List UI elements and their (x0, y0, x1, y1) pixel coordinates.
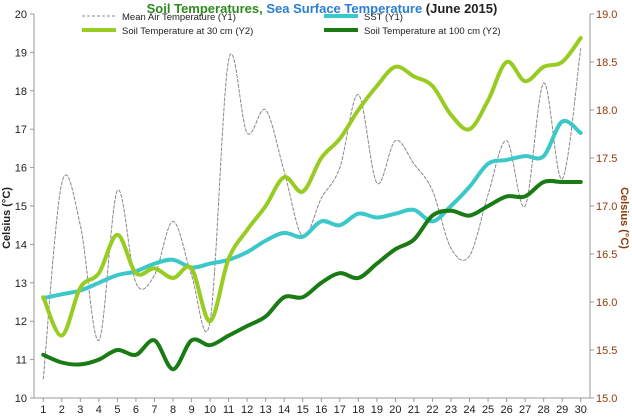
x-tick-label: 6 (133, 404, 139, 416)
legend-label: SST (Y1) (364, 12, 403, 23)
y-right-tick-label: 16.5 (596, 249, 617, 261)
y-right-tick-label: 19.0 (596, 9, 617, 21)
title-sst: Sea Surface Temperature (266, 1, 422, 16)
x-tick-label: 27 (519, 404, 531, 416)
y-axis-left-label: Celsius (°C) (1, 187, 13, 249)
series-line-3 (41, 36, 583, 338)
x-tick-label: 21 (408, 404, 420, 416)
legend-label: Soil Temperature at 30 cm (Y2) (122, 26, 253, 37)
x-tick-label: 2 (59, 404, 65, 416)
chart-title-text: Soil Temperatures, Sea Surface Temperatu… (147, 1, 498, 16)
legend-item-4: Soil Temperature at 100 cm (Y2) (324, 26, 501, 37)
y-left-tick-label: 10 (15, 393, 27, 405)
y-axis-right-label: Celsius (°C) (618, 187, 630, 249)
x-tick-label: 15 (297, 404, 309, 416)
x-tick-label: 22 (426, 404, 438, 416)
y-left-tick-label: 19 (15, 47, 27, 59)
title-sep: , (259, 1, 266, 16)
x-tick-label: 9 (188, 404, 194, 416)
x-tick-label: 5 (114, 404, 120, 416)
y-left-tick-label: 18 (15, 86, 27, 98)
y-left-tick-label: 15 (15, 201, 27, 213)
x-tick-label: 23 (445, 404, 457, 416)
y-right-tick-label: 18.5 (596, 57, 617, 69)
title-date: (June 2015) (422, 1, 497, 16)
x-tick-label: 10 (204, 404, 216, 416)
x-tick-label: 17 (334, 404, 346, 416)
axes: 101112131415161718192015.015.516.016.517… (15, 9, 618, 416)
plot-area (41, 36, 583, 380)
series-line-4 (41, 178, 583, 372)
legend-item-1: Mean Air Temperature (Y1) (82, 12, 236, 23)
x-tick-label: 24 (463, 404, 475, 416)
x-tick-label: 30 (575, 404, 587, 416)
y-right-tick-label: 16.0 (596, 297, 617, 309)
title-soil: Soil Temperatures (147, 1, 259, 16)
x-tick-label: 29 (556, 404, 568, 416)
x-tick-label: 12 (241, 404, 253, 416)
y-left-tick-label: 17 (15, 124, 27, 136)
legend-item-3: Soil Temperature at 30 cm (Y2) (82, 26, 253, 37)
x-tick-label: 1 (40, 404, 46, 416)
y-right-tick-label: 15.5 (596, 345, 617, 357)
y-right-tick-label: 17.5 (596, 153, 617, 165)
x-tick-label: 8 (170, 404, 176, 416)
legend-item-2: SST (Y1) (324, 12, 403, 23)
chart-title: Soil Temperatures, Sea Surface Temperatu… (147, 1, 498, 16)
x-tick-label: 14 (278, 404, 290, 416)
y-left-tick-label: 20 (15, 9, 27, 21)
legend: Mean Air Temperature (Y1) SST (Y1) Soil Te… (82, 12, 501, 37)
y-left-tick-label: 12 (15, 316, 27, 328)
legend-label: Mean Air Temperature (Y1) (122, 12, 236, 23)
y-left-tick-label: 13 (15, 278, 27, 290)
x-tick-label: 4 (96, 404, 102, 416)
x-tick-label: 20 (389, 404, 401, 416)
x-tick-label: 16 (315, 404, 327, 416)
y-left-tick-label: 11 (16, 355, 27, 367)
x-tick-label: 13 (260, 404, 272, 416)
y-left-tick-label: 14 (15, 239, 27, 251)
series-line-1 (42, 48, 582, 380)
x-tick-label: 19 (371, 404, 383, 416)
x-tick-label: 26 (500, 404, 512, 416)
x-tick-label: 18 (352, 404, 364, 416)
x-tick-label: 25 (482, 404, 494, 416)
x-tick-label: 11 (223, 404, 234, 416)
y-right-tick-label: 18.0 (596, 105, 617, 117)
y-right-tick-label: 15.0 (596, 393, 617, 405)
y-left-tick-label: 16 (15, 163, 27, 175)
x-tick-label: 7 (151, 404, 157, 416)
x-tick-label: 28 (538, 404, 550, 416)
y-right-tick-label: 17.0 (596, 201, 617, 213)
legend-label: Soil Temperature at 100 cm (Y2) (364, 26, 501, 37)
x-tick-label: 3 (77, 404, 83, 416)
